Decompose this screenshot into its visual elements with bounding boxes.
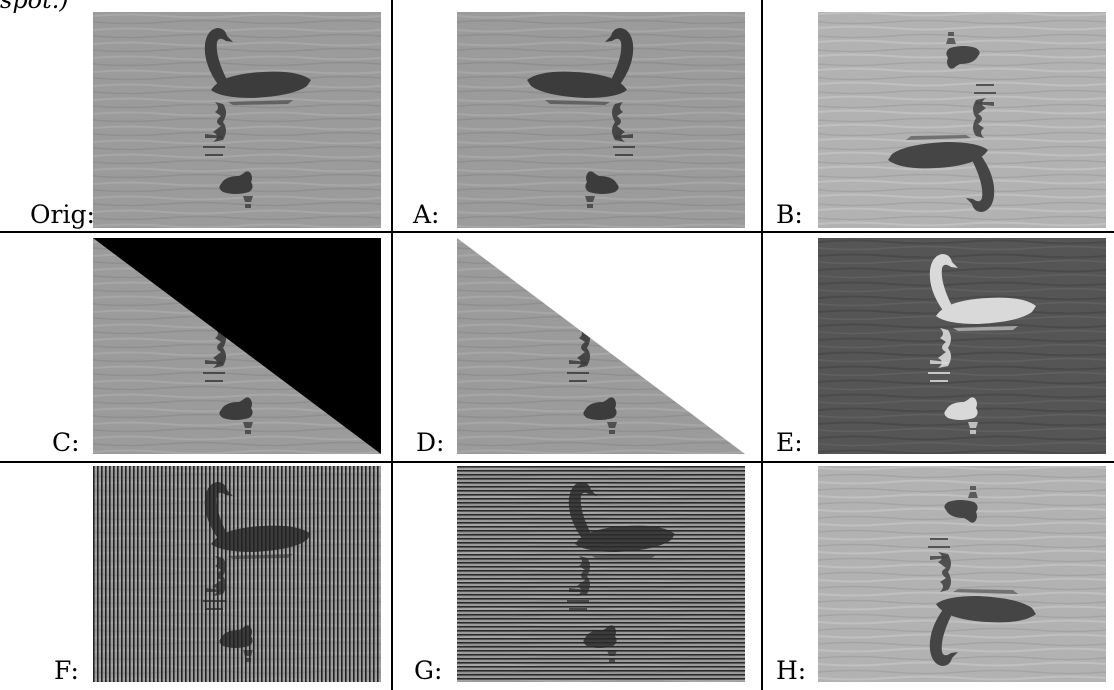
panel-image-b [818,12,1106,228]
panel-image-g [457,466,745,682]
grid-line-v1 [391,0,393,690]
panel-label-g: G: [414,656,443,685]
panel-label-e: E: [776,428,803,457]
panel-label-f: F: [54,656,79,685]
panel-image-c [93,238,381,454]
swan-image [818,238,1106,454]
grid-line-h1 [0,231,1114,233]
caption-fragment: spot.) [0,0,69,14]
panel-image-a [457,12,745,228]
panel-label-orig: Orig: [30,200,95,229]
panel-label-a: A: [413,200,440,229]
swan-image [93,466,381,682]
panel-label-d: D: [416,428,445,457]
swan-image [93,238,381,454]
panel-label-c: C: [52,428,80,457]
panel-image-e [818,238,1106,454]
panel-label-b: B: [776,200,803,229]
swan-image [818,12,1106,228]
swan-image [93,12,381,228]
panel-label-h: H: [776,656,807,685]
swan-image [457,12,745,228]
panel-image-h [818,466,1106,682]
swan-image [818,466,1106,682]
swan-image [457,466,745,682]
panel-image-f [93,466,381,682]
panel-image-orig [93,12,381,228]
panel-image-d [457,238,745,454]
swan-image [457,238,745,454]
grid-line-h2 [0,461,1114,463]
grid-line-v2 [761,0,763,690]
